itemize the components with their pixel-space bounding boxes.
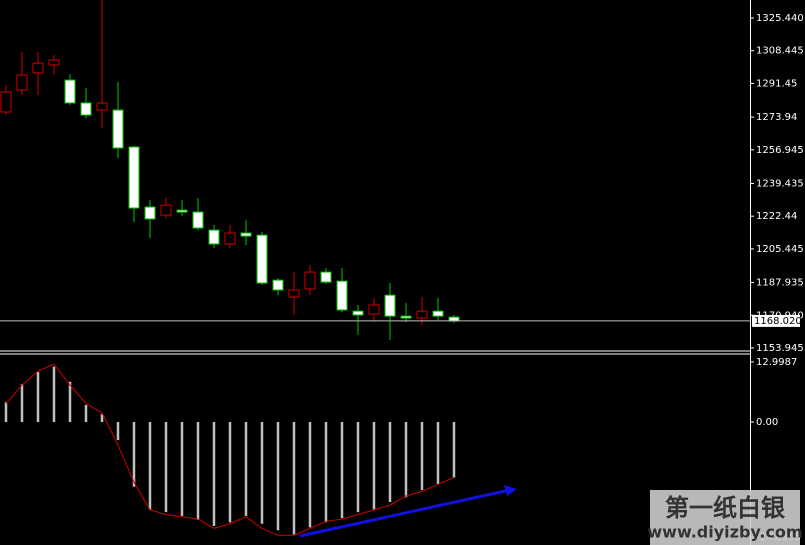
candle-body bbox=[352, 310, 364, 316]
candle-body bbox=[240, 232, 252, 237]
candle-body bbox=[400, 315, 412, 319]
y-tick-label: 1325.440 bbox=[756, 13, 804, 24]
watermark-url: www.diyizby.com bbox=[647, 523, 802, 542]
watermark-name: 第一纸白银 bbox=[665, 494, 786, 522]
candle-body bbox=[96, 102, 108, 111]
candle-body bbox=[16, 74, 28, 91]
current-price-label: 1168.020 bbox=[754, 316, 802, 327]
candle-body bbox=[192, 211, 204, 229]
candle-body bbox=[304, 271, 316, 290]
candle-body bbox=[160, 204, 172, 216]
candle-body bbox=[224, 232, 236, 245]
y-tick-label: 0.00 bbox=[756, 417, 778, 428]
arrow-head bbox=[504, 485, 517, 496]
candle-body bbox=[336, 280, 348, 311]
candle-body bbox=[112, 109, 124, 149]
candle-body bbox=[176, 209, 188, 213]
candle-body bbox=[144, 206, 156, 220]
y-tick-label: 1222.44 bbox=[756, 211, 797, 222]
y-tick-label: 1187.935 bbox=[756, 278, 804, 289]
watermark: 第一纸白银 www.diyizby.com bbox=[647, 490, 803, 545]
trend-arrow bbox=[299, 488, 511, 538]
y-tick-label: 1256.945 bbox=[756, 145, 804, 156]
y-tick-label: 1239.435 bbox=[756, 178, 804, 189]
candle-body bbox=[208, 229, 220, 245]
candle-body bbox=[448, 316, 460, 322]
candle-body bbox=[384, 294, 396, 317]
y-tick-label: 1205.445 bbox=[756, 244, 804, 255]
current-price-box bbox=[752, 314, 800, 327]
y-tick-label: 1273.94 bbox=[756, 112, 797, 123]
candle-body bbox=[432, 310, 444, 317]
candle-body bbox=[272, 279, 284, 291]
candle-body bbox=[416, 310, 428, 319]
candle-body bbox=[0, 91, 12, 113]
candle-body bbox=[368, 304, 380, 315]
y-tick-label: 12.9987 bbox=[756, 357, 797, 368]
signal-line bbox=[5, 363, 455, 536]
candle-body bbox=[48, 59, 60, 66]
candle-body bbox=[288, 289, 300, 298]
y-tick-label: 1291.45 bbox=[756, 78, 797, 89]
candle-body bbox=[320, 271, 332, 283]
candle-body bbox=[80, 102, 92, 116]
candle-body bbox=[256, 234, 268, 284]
candle-body bbox=[64, 79, 76, 104]
candle-body bbox=[128, 146, 140, 209]
y-tick-label: 1153.945 bbox=[756, 343, 804, 354]
candle-body bbox=[32, 62, 44, 74]
y-tick-label: 1308.445 bbox=[756, 46, 804, 57]
watermark-box bbox=[650, 490, 800, 545]
